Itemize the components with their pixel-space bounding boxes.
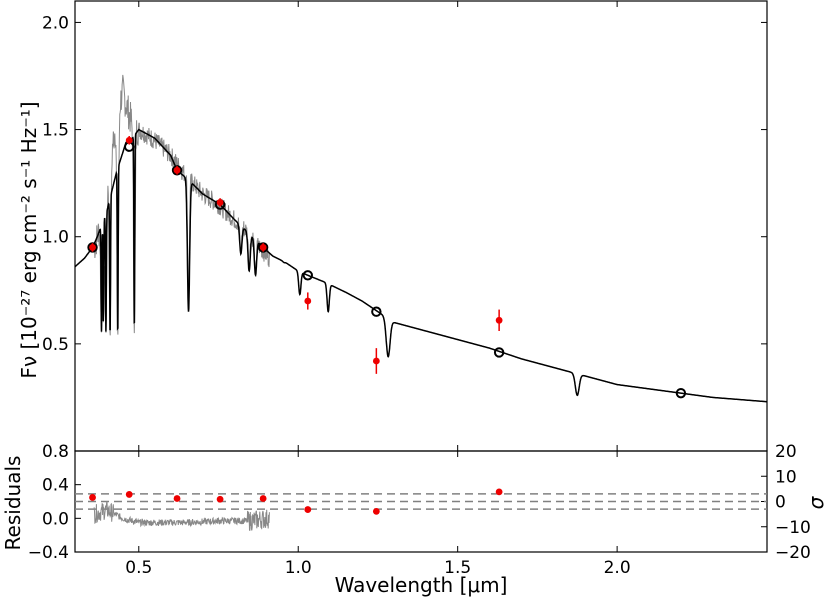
synthetic-photometry-point	[493, 347, 505, 358]
main-y-tick-label: 1.5	[42, 121, 69, 141]
main-ticks: 0.5 1.0 1.5 2.0	[42, 1, 767, 451]
main-y-tick-label: 0.5	[42, 335, 69, 355]
x-tick-label: 1.5	[444, 558, 471, 578]
residual-photometry-point	[372, 507, 380, 515]
residual-y2-tick-label: 10	[775, 467, 797, 487]
residual-photometry-point	[125, 491, 133, 498]
main-y-tick-label: 2.0	[42, 13, 69, 33]
photometry-layer	[89, 136, 503, 374]
residual-y2-tick-label: −20	[775, 543, 811, 563]
spectrum-layer	[93, 74, 270, 336]
residual-y-tick-label: −0.4	[28, 543, 69, 563]
x-tick-label: 0.5	[125, 558, 152, 578]
residual-photometry-point	[259, 495, 267, 502]
residual-y2-tick-label: 0	[775, 493, 786, 513]
synthetic-photometry-point	[675, 387, 687, 399]
photometry-point	[89, 244, 96, 251]
main-panel-frame	[74, 0, 768, 452]
photometry-point	[304, 297, 312, 305]
residual-y-axis-label: Residuals	[1, 456, 25, 551]
model-layer	[74, 128, 767, 403]
spectrum-line	[93, 74, 270, 336]
residual-reference-lines	[75, 493, 767, 510]
photometry-point	[259, 244, 267, 251]
residual-y-tick-label: 0.4	[42, 476, 69, 496]
residual-photometry-point	[216, 495, 224, 503]
residual-spectrum-line	[93, 501, 270, 531]
residual-photometry-point	[89, 494, 96, 501]
residual-y-tick-label: 0.8	[42, 442, 69, 462]
photometry-point	[216, 199, 224, 206]
residual-y2-axis-label: σ	[804, 495, 828, 509]
residual-y2-tick-label: −10	[775, 518, 811, 538]
residual-photometry-point	[173, 495, 181, 502]
residual-y2-tick-label: 20	[775, 442, 797, 462]
residual-spectrum-layer	[93, 501, 270, 531]
main-y-tick-label: 1.0	[42, 228, 69, 248]
synthetic-photometry-point	[302, 270, 313, 281]
synthetic-photometry-layer	[87, 141, 687, 399]
main-y-axis-label: Fν [10⁻²⁷ erg cm⁻² s⁻¹ Hz⁻¹]	[17, 101, 41, 378]
model-curve	[74, 128, 767, 403]
photometry-point	[495, 316, 503, 324]
x-tick-label: 2.0	[604, 558, 631, 578]
photometry-point	[372, 357, 380, 365]
residual-photometry-point	[304, 506, 312, 513]
photometry-point	[125, 136, 133, 144]
x-axis-label: Wavelength [μm]	[335, 573, 508, 597]
synthetic-photometry-point	[371, 306, 382, 317]
photometry-point	[173, 166, 181, 174]
residual-points-layer	[89, 488, 503, 515]
residual-photometry-point	[495, 488, 503, 496]
x-tick-label: 1.0	[285, 558, 312, 578]
residual-ticks: −0.4 0.0 0.4 0.8 −20 −10 0 10 20 0.5 1.0 1.5 2.0	[28, 442, 811, 578]
residual-y-tick-label: 0.0	[42, 509, 69, 529]
